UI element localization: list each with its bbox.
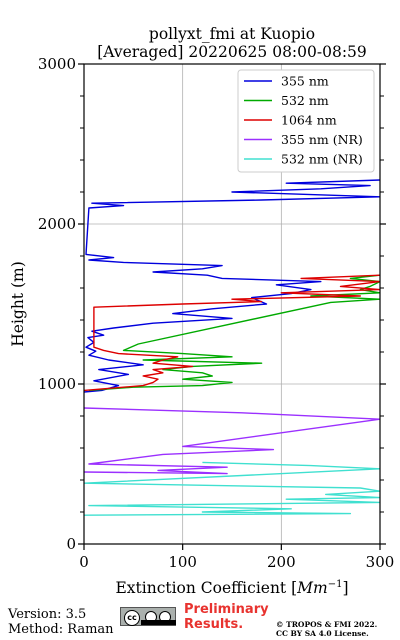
- cc-by-sa-icon: cc: [120, 607, 176, 626]
- cc-icon: cc: [124, 610, 140, 626]
- x-tick-label: 0: [79, 553, 89, 571]
- copyright-notice: © TROPOS & FMI 2022. CC BY SA 4.0 Licens…: [276, 620, 377, 638]
- legend: 355 nm 532 nm 1064 nm 355 nm (NR) 532 nm (NR…: [237, 69, 375, 173]
- plot-frame: [83, 63, 381, 545]
- legend-box: [237, 69, 375, 173]
- y-tick-label: 1000: [38, 375, 76, 393]
- legend-label: 532 nm (NR): [281, 152, 363, 167]
- method-label: Method: Raman: [8, 622, 114, 637]
- x-tick-label: 300: [366, 553, 395, 571]
- copyright-line1: © TROPOS & FMI 2022.: [276, 620, 378, 629]
- preliminary-results-label: Preliminary Results.: [184, 602, 269, 632]
- x-tick-label: 100: [168, 553, 197, 571]
- series-line-532-nm: [88, 274, 380, 392]
- y-tick-label: 2000: [38, 215, 76, 233]
- ticks: [78, 63, 386, 550]
- legend-label: 1064 nm: [281, 113, 337, 128]
- y-axis-label: Height (m): [9, 261, 27, 347]
- extinction-profile-chart: pollyxt_fmi at Kuopio [Averaged] 2022062…: [9, 25, 395, 597]
- series-line-1064-nm: [84, 274, 380, 392]
- preliminary-line1: Preliminary: [184, 602, 269, 617]
- legend-label: 532 nm: [281, 93, 329, 108]
- version-label: Version: 3.5: [8, 607, 87, 622]
- x-axis-label: Extinction Coefficient [Mm−1]: [115, 579, 348, 597]
- chart-title-line1: pollyxt_fmi at Kuopio: [149, 25, 315, 43]
- y-tick-label: 0: [66, 535, 76, 553]
- x-tick-label: 200: [267, 553, 296, 571]
- series-line-355-nm-nr-: [84, 407, 380, 475]
- series-line-355-nm: [84, 179, 380, 393]
- legend-label: 355 nm (NR): [281, 132, 363, 147]
- plot-series: [84, 179, 380, 516]
- copyright-line2: CC BY SA 4.0 License.: [276, 629, 369, 638]
- legend-label: 355 nm: [281, 74, 329, 89]
- y-tick-label: 3000: [38, 55, 76, 73]
- chart-title-line2: [Averaged] 20220625 08:00-08:59: [97, 43, 367, 61]
- series-line-532-nm-nr-: [84, 461, 380, 516]
- preliminary-line2: Results.: [184, 617, 244, 632]
